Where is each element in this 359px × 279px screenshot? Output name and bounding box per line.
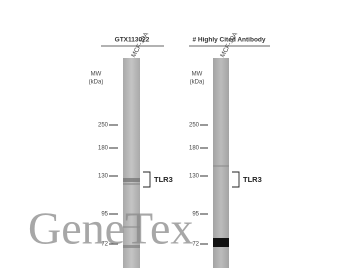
marker-label: 130: [98, 174, 109, 180]
marker-label: 180: [189, 146, 200, 152]
marker-label: 180: [98, 146, 109, 152]
mw-label: MW: [91, 72, 102, 78]
marker-label: 250: [98, 123, 109, 129]
band-label: TLR3: [243, 175, 262, 184]
marker-label: 250: [189, 123, 200, 129]
lane: [213, 58, 229, 268]
band: [123, 183, 140, 185]
marker-label: 95: [192, 212, 199, 218]
marker-label: 72: [192, 242, 199, 248]
marker-label: 130: [189, 174, 200, 180]
mw-label: (kDa): [89, 80, 104, 86]
mw-label: MW: [192, 72, 203, 78]
band: [213, 238, 229, 247]
band-label: TLR3: [154, 175, 173, 184]
band: [123, 178, 140, 182]
watermark: GeneTex: [28, 203, 193, 254]
blot-figure: GTX113022 # Highly Cited Antibody MCF-10…: [0, 0, 359, 279]
band: [213, 165, 229, 167]
mw-label: (kDa): [190, 80, 205, 86]
